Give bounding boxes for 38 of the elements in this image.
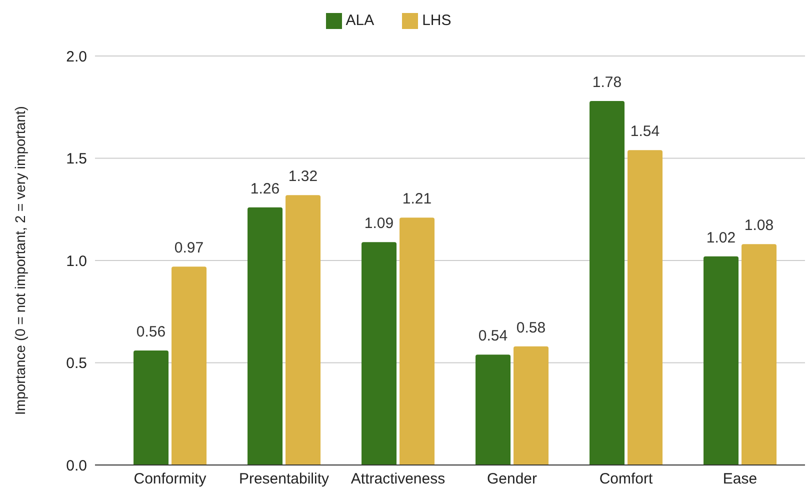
data-label: 0.54 [478,328,508,345]
y-tick-label: 0.0 [66,457,87,474]
bar [400,218,435,465]
bar [476,354,511,465]
bar [248,207,283,465]
x-tick-label: Comfort [599,470,654,488]
data-label: 0.58 [516,319,546,336]
x-tick-label: Attractiveness [350,470,446,488]
data-label: 1.09 [364,215,394,232]
x-tick-label: Presentability [238,470,330,488]
data-label: 0.56 [136,323,166,340]
y-tick-label: 1.5 [66,150,87,168]
x-tick-label: Ease [722,470,758,488]
x-tick-label: Conformity [134,470,207,488]
data-label: 1.32 [288,168,318,186]
legend-label: ALA [346,12,374,29]
y-tick-label: 0.5 [66,355,87,372]
bar [628,150,663,465]
legend-label: LHS [422,12,452,29]
bar [286,195,321,465]
bar [362,242,397,465]
x-tick-label: Gender [486,470,538,488]
bar [134,350,169,465]
bar [590,101,625,465]
data-label: 1.21 [402,190,432,208]
data-label: 1.54 [630,123,660,140]
bar [742,244,777,465]
y-axis-title: Importance (0 = not important, 2 = very important) [12,106,28,415]
bar [704,256,739,465]
bar [172,266,207,465]
y-tick-label: 1.0 [66,252,87,270]
data-label: 1.08 [744,217,774,234]
data-label: 1.78 [592,74,622,92]
y-tick-label: 2.0 [66,48,87,66]
data-label: 0.97 [174,240,204,257]
data-label: 1.02 [706,229,736,246]
bar [514,346,549,465]
data-label: 1.26 [250,180,280,198]
